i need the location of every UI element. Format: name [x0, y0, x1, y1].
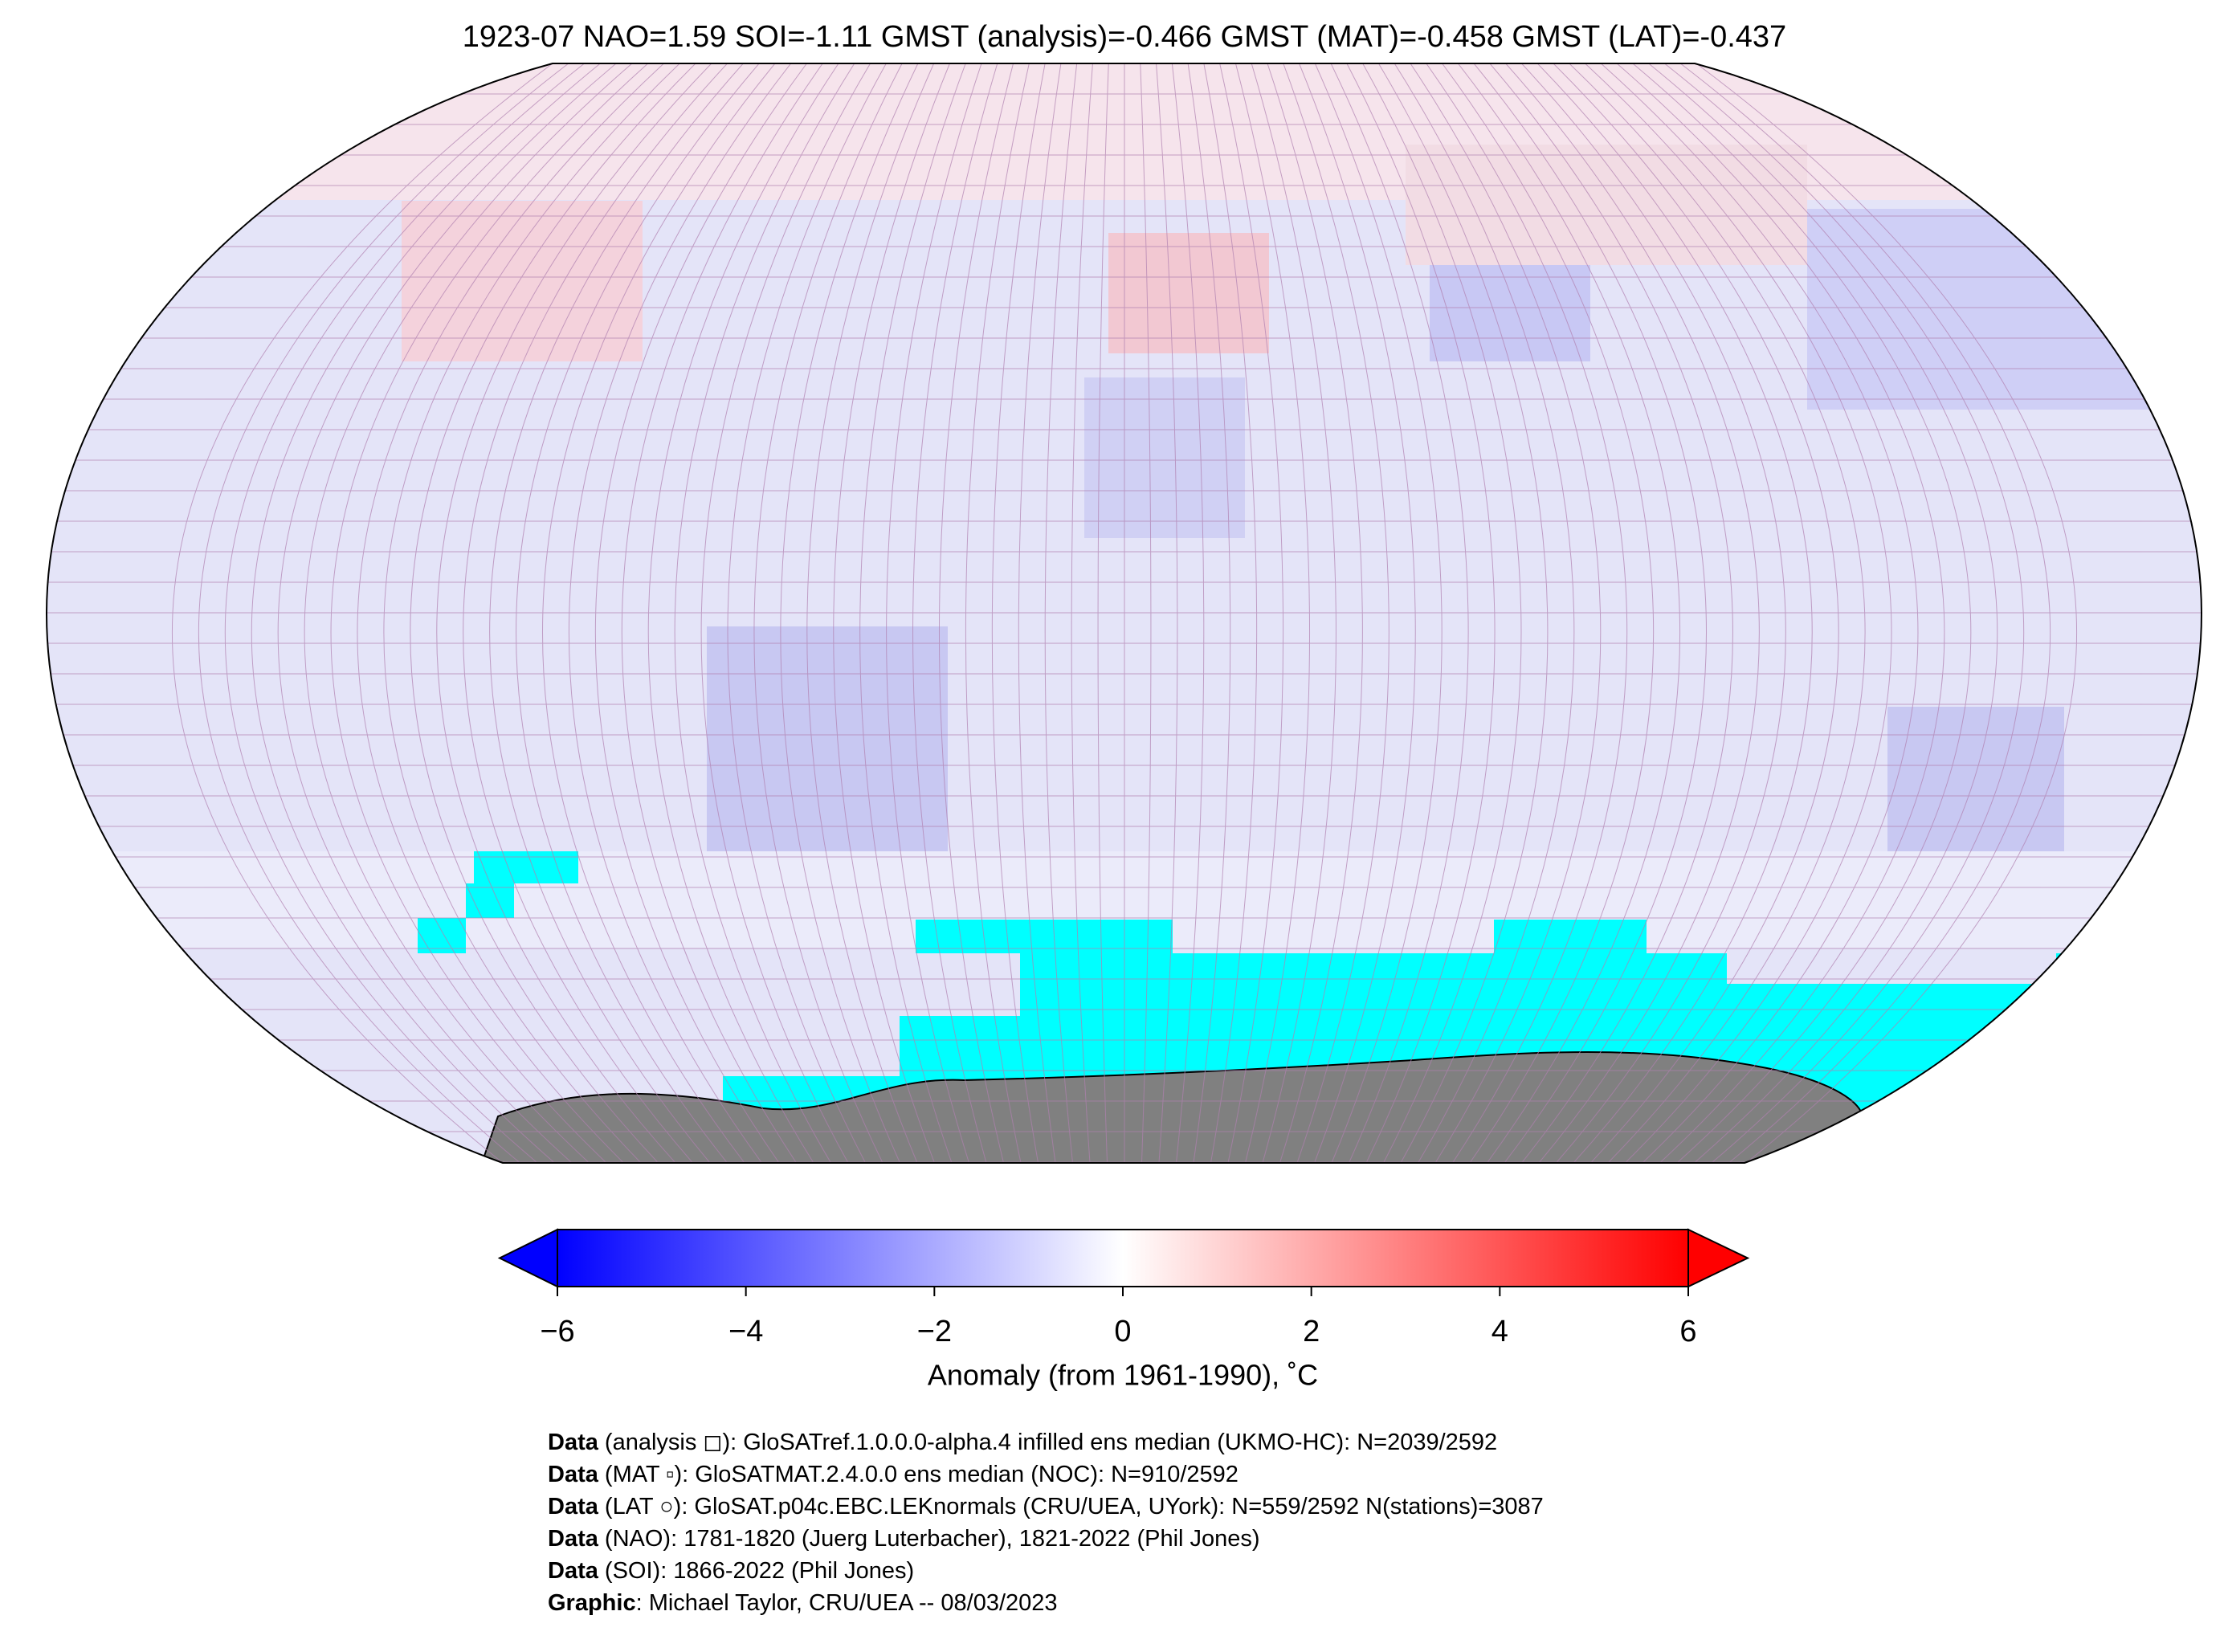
colorbar: −6 −4 −2 0 2 4 6 Anomaly (from 1961-1990), ˚C — [497, 1228, 1750, 1392]
footer-text: (NAO): 1781-1820 (Juerg Luterbacher), 18… — [598, 1526, 1260, 1552]
colorbar-extend-high — [1687, 1228, 1750, 1288]
footer-key: Graphic — [548, 1590, 636, 1616]
map — [47, 63, 2202, 1163]
title: 1923-07 NAO=1.59 SOI=-1.11 GMST (analysi… — [463, 20, 1786, 54]
footer-key: Data — [548, 1526, 599, 1552]
tick-label: −6 — [540, 1315, 574, 1348]
tick-label: 0 — [1114, 1315, 1131, 1348]
footer-key: Data — [548, 1462, 599, 1487]
footer-text: : Michael Taylor, CRU/UEA -- 08/03/2023 — [636, 1590, 1058, 1616]
tick-label: −4 — [728, 1315, 763, 1348]
footer-text: (SOI): 1866-2022 (Phil Jones) — [598, 1558, 914, 1584]
footer-line: Data (SOI): 1866-2022 (Phil Jones) — [548, 1558, 914, 1584]
footer-text: (LAT ○): GloSAT.p04c.EBC.LEKnormals (CRU… — [598, 1494, 1544, 1519]
colorbar-bar — [557, 1229, 1689, 1287]
colorbar-extend-low — [497, 1228, 558, 1288]
tick-label: 2 — [1303, 1315, 1320, 1348]
footer-key: Data — [548, 1558, 599, 1584]
footer-text: (MAT ▫): GloSATMAT.2.4.0.0 ens median (N… — [598, 1462, 1239, 1487]
footer: Data (analysis ◻): GloSATref.1.0.0.0-alp… — [548, 1430, 1544, 1616]
footer-line: Graphic: Michael Taylor, CRU/UEA -- 08/0… — [548, 1590, 1058, 1616]
footer-line: Data (MAT ▫): GloSATMAT.2.4.0.0 ens medi… — [548, 1462, 1239, 1487]
footer-line: Data (analysis ◻): GloSATref.1.0.0.0-alp… — [548, 1430, 1497, 1455]
footer-text: (analysis ◻): GloSATref.1.0.0.0-alpha.4 … — [598, 1430, 1497, 1455]
map-outline — [45, 63, 2203, 1164]
tick-label: −2 — [917, 1315, 952, 1348]
colorbar-label: Anomaly (from 1961-1990), ˚C — [928, 1359, 1318, 1392]
footer-line: Data (NAO): 1781-1820 (Juerg Luterbacher… — [548, 1526, 1260, 1552]
footer-line: Data (LAT ○): GloSAT.p04c.EBC.LEKnormals… — [548, 1494, 1544, 1519]
footer-key: Data — [548, 1494, 599, 1519]
tick-label: 4 — [1492, 1315, 1508, 1348]
tick-label: 6 — [1679, 1315, 1696, 1348]
footer-key: Data — [548, 1430, 599, 1455]
